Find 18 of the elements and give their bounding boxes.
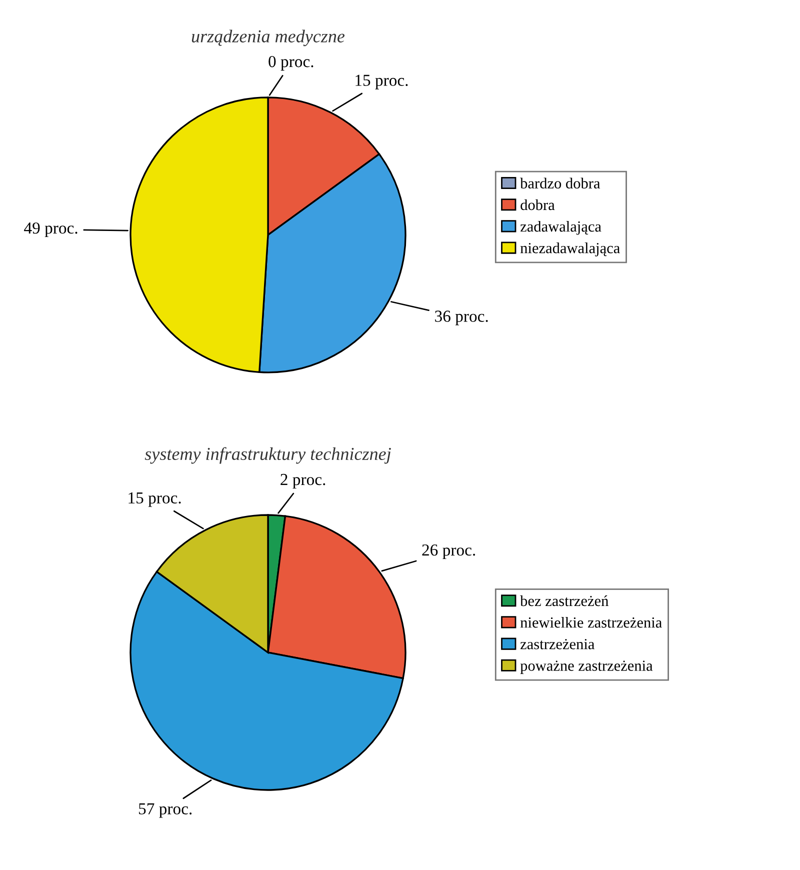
legend-label: poważne zastrzeżenia: [520, 660, 653, 674]
data-label: 36 proc.: [435, 310, 488, 326]
text: 0 proc.: [268, 56, 314, 71]
data-label: 2 proc.: [280, 474, 326, 489]
legend-label: dobra: [520, 199, 555, 210]
legend-label: niezadawalająca: [520, 242, 620, 256]
legend-label: bardzo dobra: [520, 178, 600, 189]
legend-label: bez zastrzeżeń: [520, 595, 608, 606]
data-label: 15 proc.: [128, 492, 181, 507]
data-label: 15 proc.: [356, 74, 408, 90]
data-label: 57 proc.: [138, 803, 192, 818]
legend-label: niewielkie zastrzeżenia: [520, 616, 662, 628]
chart-title: systemy infrastruktury technicznej: [144, 447, 391, 464]
legend-label: zastrzeżenia: [520, 639, 595, 650]
chart-title: urządzenia medyczne: [192, 30, 345, 46]
data-label: 26 proc.: [422, 544, 476, 560]
legend-label: zadawalająca: [520, 220, 602, 235]
data-label: 49 proc.: [24, 222, 78, 238]
